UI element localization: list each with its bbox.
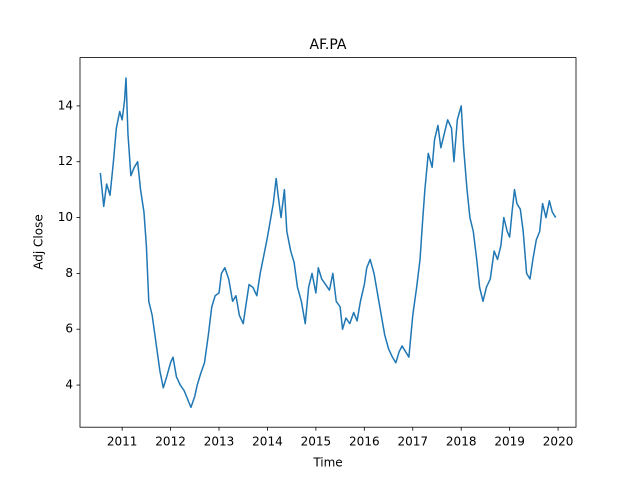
chart-title: AF.PA (310, 37, 347, 53)
y-tick-label: 6 (65, 322, 73, 336)
line-series (99, 77, 557, 409)
y-tick-label: 12 (58, 154, 73, 168)
x-tick-label: 2012 (155, 435, 186, 449)
x-tick-label: 2020 (543, 435, 574, 449)
x-tick-label: 2011 (107, 435, 138, 449)
plot-frame (79, 57, 577, 428)
x-axis-label: Time (312, 456, 342, 470)
x-tick-label: 2013 (204, 435, 235, 449)
x-tick-label: 2014 (252, 435, 283, 449)
x-tick-label: 2016 (349, 435, 380, 449)
x-tick-label: 2019 (494, 435, 525, 449)
y-tick-label: 4 (65, 378, 73, 392)
y-tick-label: 10 (58, 210, 73, 224)
x-tick-label: 2015 (301, 435, 332, 449)
y-tick-label: 8 (65, 266, 73, 280)
y-tick-label: 14 (58, 98, 73, 112)
y-axis-label: Adj Close (32, 214, 46, 269)
x-tick-label: 2018 (446, 435, 477, 449)
x-tick-label: 2017 (397, 435, 428, 449)
